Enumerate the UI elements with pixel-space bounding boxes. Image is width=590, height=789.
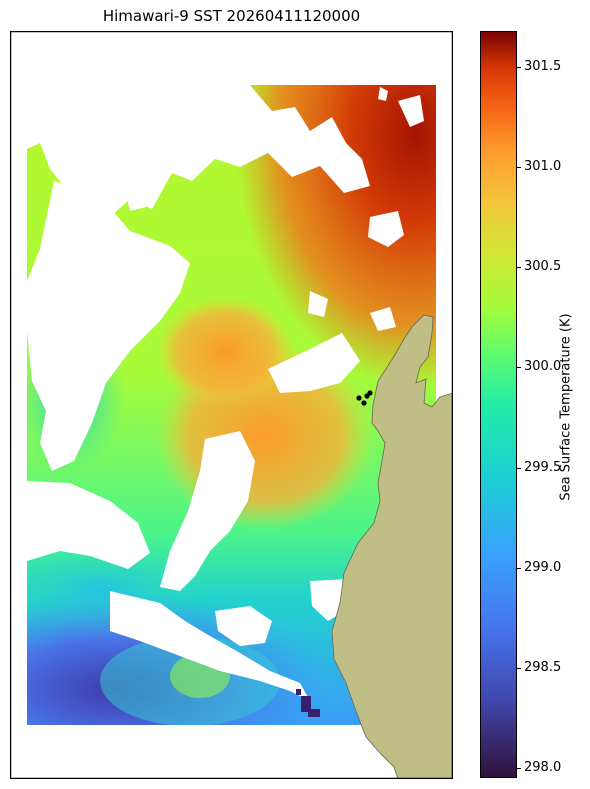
colorbar-tick-label: 301.0 [524, 159, 562, 175]
colorbar-tick [517, 667, 521, 669]
colorbar-tick-label: 300.0 [524, 359, 562, 375]
observation-points [356, 390, 373, 406]
map-frame [10, 31, 453, 779]
observation-point [361, 400, 367, 406]
colorbar-tick [517, 167, 521, 169]
colorbar [480, 31, 517, 778]
colorbar-tick [517, 467, 521, 469]
colorbar-tick [517, 67, 521, 69]
cloud-mask [27, 85, 424, 701]
colorbar-tick-label: 300.5 [524, 259, 562, 275]
colorbar-label: Sea Surface Temperature (K) [558, 313, 574, 501]
colorbar-tick-label: 299.5 [524, 459, 562, 475]
coastline-land [331, 314, 453, 779]
observation-point [356, 395, 362, 401]
colorbar-tick-label: 301.5 [524, 59, 562, 75]
colorbar-tick [517, 267, 521, 269]
colorbar-tick-label: 298.0 [524, 759, 562, 775]
observation-point [367, 390, 373, 396]
colorbar-tick [517, 567, 521, 569]
colorbar-tick [517, 767, 521, 769]
colorbar-tick [517, 367, 521, 369]
colorbar-tick-label: 298.5 [524, 659, 562, 675]
sst-map [10, 31, 453, 779]
colorbar-tick-label: 299.0 [524, 559, 562, 575]
map-title: Himawari-9 SST 20260411120000 [102, 7, 361, 25]
coastal-cold-patch [296, 689, 320, 717]
